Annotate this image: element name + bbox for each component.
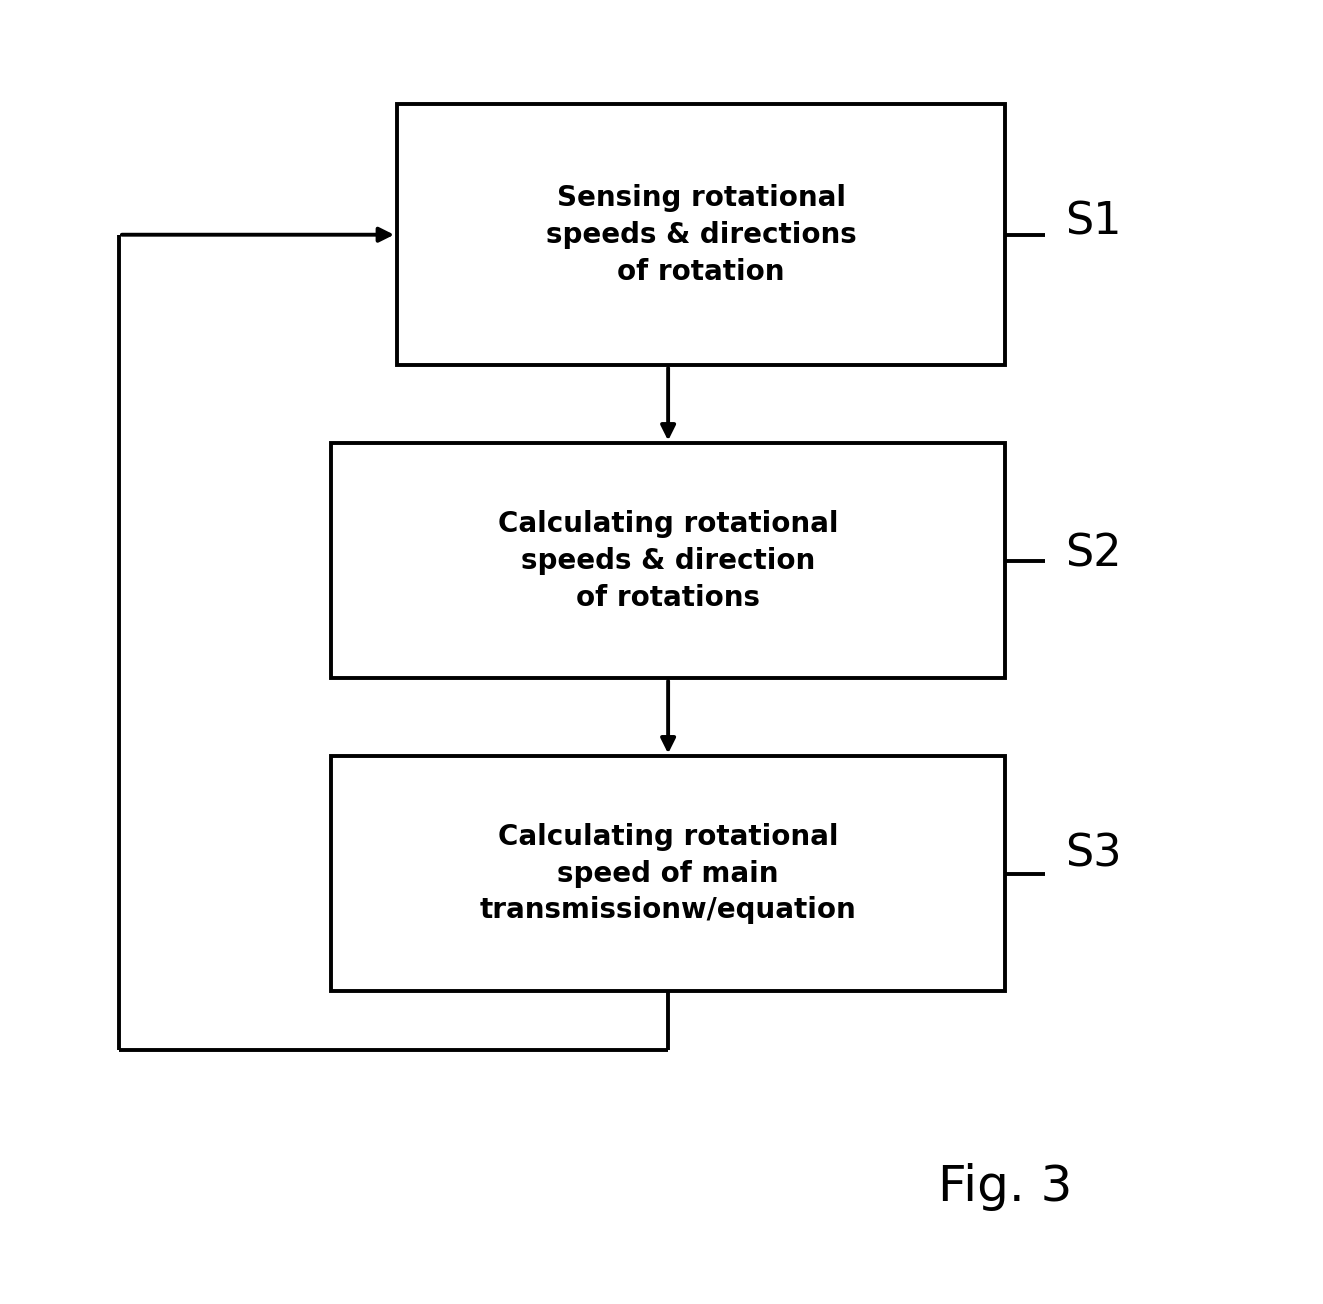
- Text: S3: S3: [1065, 833, 1122, 875]
- Text: Calculating rotational
speeds & direction
of rotations: Calculating rotational speeds & directio…: [497, 510, 839, 612]
- Text: S1: S1: [1065, 201, 1122, 243]
- Text: S2: S2: [1065, 533, 1122, 575]
- Text: Calculating rotational
speed of main
transmissionw/equation: Calculating rotational speed of main tra…: [480, 823, 856, 925]
- Bar: [331, 443, 1005, 678]
- Bar: [331, 756, 1005, 991]
- Bar: [397, 104, 1005, 365]
- Text: Sensing rotational
speeds & directions
of rotation: Sensing rotational speeds & directions o…: [546, 184, 856, 286]
- Text: Fig. 3: Fig. 3: [938, 1163, 1073, 1210]
